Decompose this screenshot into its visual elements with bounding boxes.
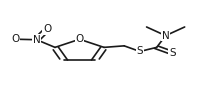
Text: O: O: [43, 24, 52, 34]
Text: O: O: [75, 34, 84, 44]
Text: S: S: [137, 46, 143, 56]
Text: N: N: [162, 31, 170, 41]
Text: O: O: [11, 34, 19, 44]
Text: N: N: [33, 35, 41, 45]
Text: S: S: [169, 48, 176, 58]
